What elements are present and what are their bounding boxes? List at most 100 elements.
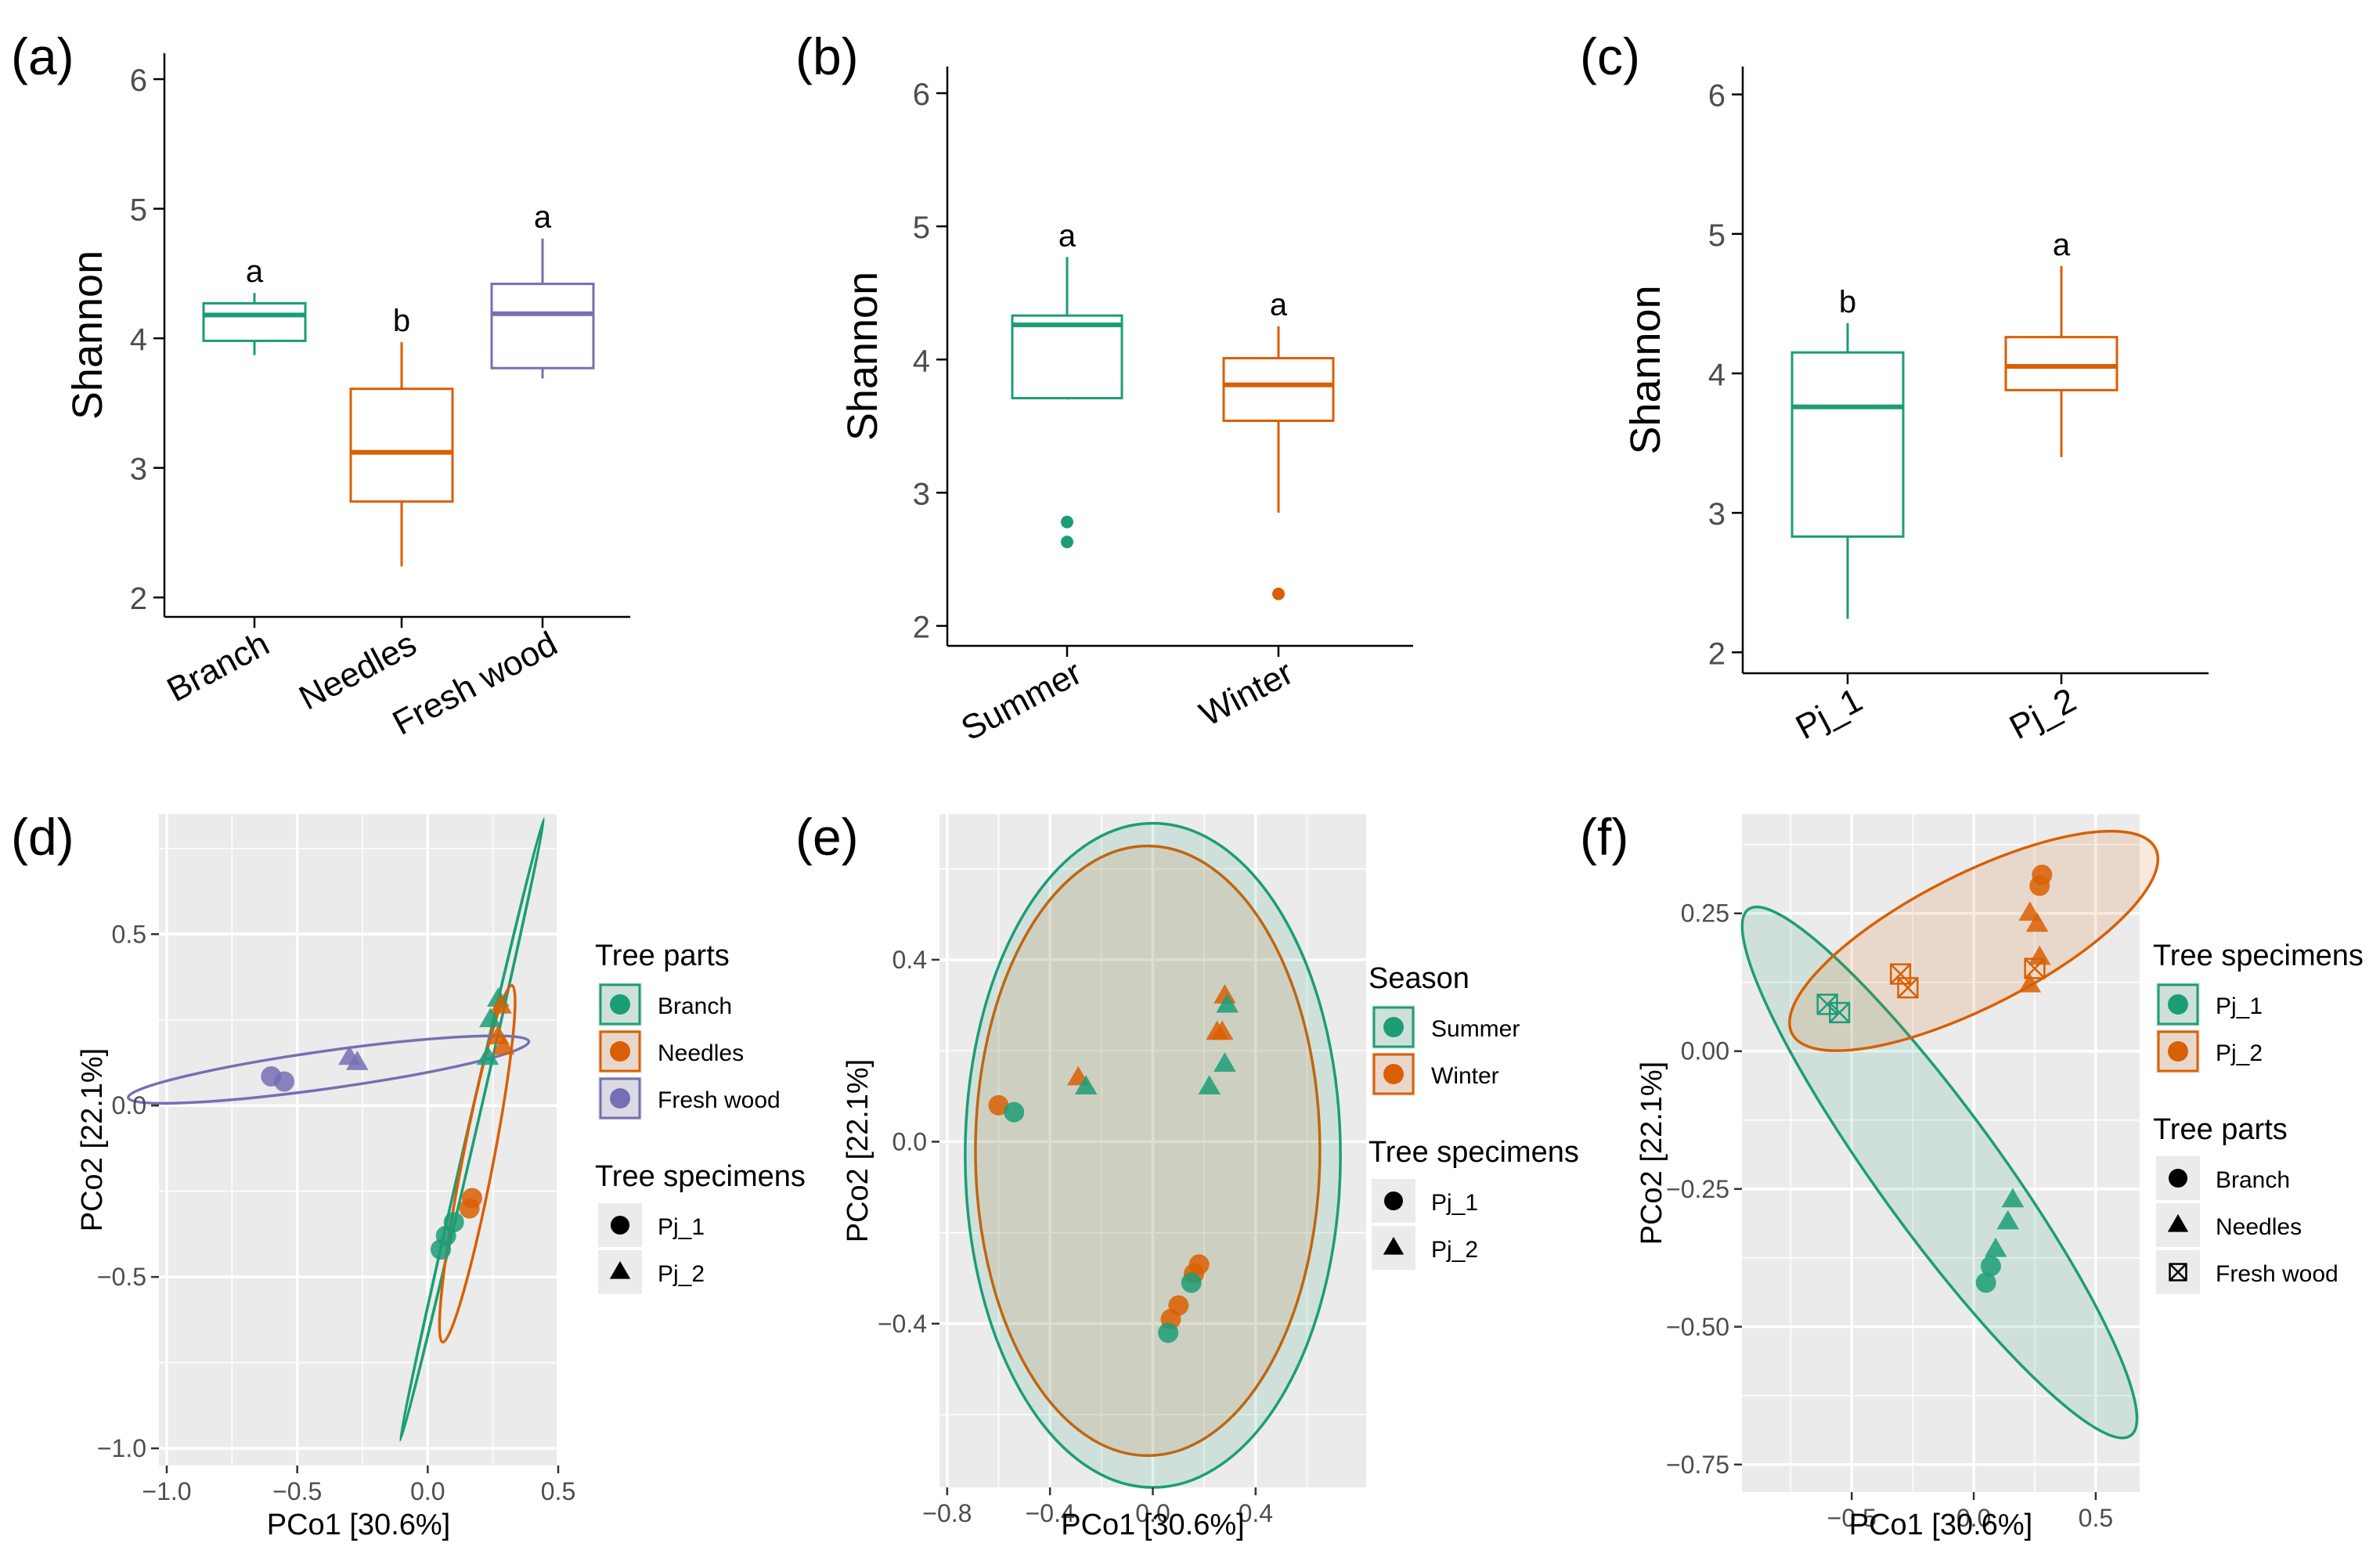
point-triangle [492, 1035, 515, 1055]
point-box-outline [1897, 977, 1919, 999]
point-circle [610, 1041, 630, 1062]
y-tick-label: −0.4 [878, 1310, 927, 1338]
data-points [261, 987, 515, 1260]
point-triangle [609, 1260, 631, 1279]
panel-label: (a) [11, 27, 74, 85]
legend-item-label: Pj_1 [1431, 1190, 1478, 1216]
x-tick-label: Winter [1193, 654, 1299, 734]
y-tick-label: −0.5 [97, 1263, 146, 1291]
y-axis-label: Shannon [839, 272, 886, 441]
point-triangle [2001, 1188, 2025, 1208]
ellipse-pj-1 [1740, 905, 2139, 1440]
point-box-cross [2169, 1263, 2187, 1282]
box-iqr [1011, 314, 1123, 400]
box-iqr [1222, 357, 1335, 423]
x-tick-label: −1.0 [142, 1477, 191, 1505]
box-iqr [490, 283, 595, 370]
legend-title: Tree parts [595, 939, 730, 972]
point-circle [2168, 1041, 2188, 1062]
significance-letter: a [1270, 288, 1288, 323]
point-box-outline [1816, 993, 1838, 1015]
x-axis-label: PCo1 [30.6%] [1849, 1509, 2032, 1541]
box-iqr [2004, 336, 2119, 391]
outlier-point [1272, 587, 1285, 600]
x-tick-label: 0.0 [1956, 1504, 1991, 1532]
point-circle [2029, 875, 2050, 896]
y-tick-label: 4 [913, 344, 930, 378]
y-tick-label: 0.0 [112, 1091, 146, 1119]
legend-item-label: Needles [2216, 1214, 2302, 1240]
y-axis-label: Shannon [64, 251, 111, 420]
point-box-cross [1889, 963, 1912, 985]
x-axis-label: PCo1 [30.6%] [267, 1509, 450, 1541]
box-1: a [202, 254, 307, 355]
point-box-outline [1889, 963, 1912, 985]
boxplot-panel-3: (c) 2 3 4 5 6 Shannon b Pj_1 a Pj_2 [1580, 27, 2209, 747]
box-1: a [1011, 218, 1123, 549]
legend-item-label: Fresh wood [658, 1087, 781, 1113]
point-box-diag2 [1897, 977, 1919, 999]
x-tick-label: Branch [161, 625, 276, 710]
point-box-cross [1816, 993, 1838, 1015]
point-circle [1980, 1256, 2001, 1277]
plot-background [1742, 814, 2140, 1492]
y-tick-label: 0.00 [1681, 1037, 1729, 1065]
point-circle [2168, 994, 2188, 1015]
point-box-cross [1897, 977, 1919, 999]
legend-item-label: Branch [2216, 1167, 2290, 1193]
y-tick-label: 0.25 [1681, 899, 1729, 928]
point-box-diag2 [1890, 963, 1911, 985]
point-circle [610, 1088, 630, 1109]
legend: Tree specimens Pj_1 Pj_2 Tree parts Branch Ne… [2153, 939, 2364, 1294]
legend-title: Tree specimens [2153, 939, 2364, 972]
point-triangle [489, 993, 512, 1014]
point-triangle [479, 1008, 502, 1028]
y-axis-label: PCo2 [22.1%] [1635, 1062, 1668, 1245]
y-tick-label: 6 [913, 78, 930, 112]
confidence-ellipses [127, 817, 546, 1442]
point-circle [1384, 1191, 1403, 1210]
plot-background [159, 814, 558, 1465]
point-circle [459, 1198, 480, 1219]
legend-title: Tree parts [2153, 1113, 2288, 1146]
point-triangle [2018, 972, 2042, 993]
significance-letter: a [534, 200, 552, 235]
significance-letter: a [1058, 218, 1076, 253]
legend-item-label: Pj_1 [658, 1214, 705, 1240]
legend-item-label: Pj_2 [1431, 1237, 1478, 1263]
y-tick-label: 0.4 [892, 946, 927, 974]
y-tick-label: 2 [913, 610, 930, 644]
legend-item-label: Winter [1431, 1063, 1499, 1089]
x-axis-label: PCo1 [30.6%] [1061, 1509, 1244, 1541]
y-tick-label: −1.0 [97, 1434, 146, 1462]
significance-letter: a [2053, 228, 2071, 262]
legend: Season Summer Winter Tree specimens Pj_1 Pj_2 [1368, 962, 1579, 1270]
box-2: a [1222, 288, 1335, 600]
y-tick-label: 3 [130, 452, 147, 487]
outlier-point [1061, 515, 1073, 528]
legend-title: Tree specimens [595, 1160, 806, 1193]
box-iqr [202, 301, 307, 342]
y-tick-label: −0.25 [1666, 1175, 1729, 1203]
point-triangle [346, 1051, 369, 1070]
significance-letter: a [246, 254, 264, 289]
point-triangle [1383, 1236, 1405, 1255]
x-tick-label: 0.5 [2079, 1504, 2113, 1532]
point-circle [274, 1071, 294, 1092]
x-tick-label: Pj_1 [1790, 681, 1869, 748]
point-box-cross [1829, 1001, 1851, 1024]
pcoa-panel-1: (d) −1.0 −0.5 0.0 0.5 −1.0 −0.5 0.0 0.5 PCo1 [30.… [11, 808, 806, 1541]
ellipse-needles [438, 984, 517, 1344]
point-box-diag2 [2024, 957, 2046, 979]
point-circle [1383, 1017, 1404, 1037]
point-circle [2169, 1169, 2187, 1188]
x-tick-label: 0.0 [1135, 1499, 1170, 1527]
y-tick-label: 0.0 [892, 1127, 927, 1155]
legend-item-label: Branch [658, 993, 732, 1019]
ellipse-summer [964, 821, 1342, 1489]
y-tick-label: 4 [1708, 358, 1726, 392]
point-circle [988, 1094, 1009, 1116]
y-tick-label: 0.5 [112, 920, 146, 948]
ellipse-winter [974, 844, 1322, 1458]
